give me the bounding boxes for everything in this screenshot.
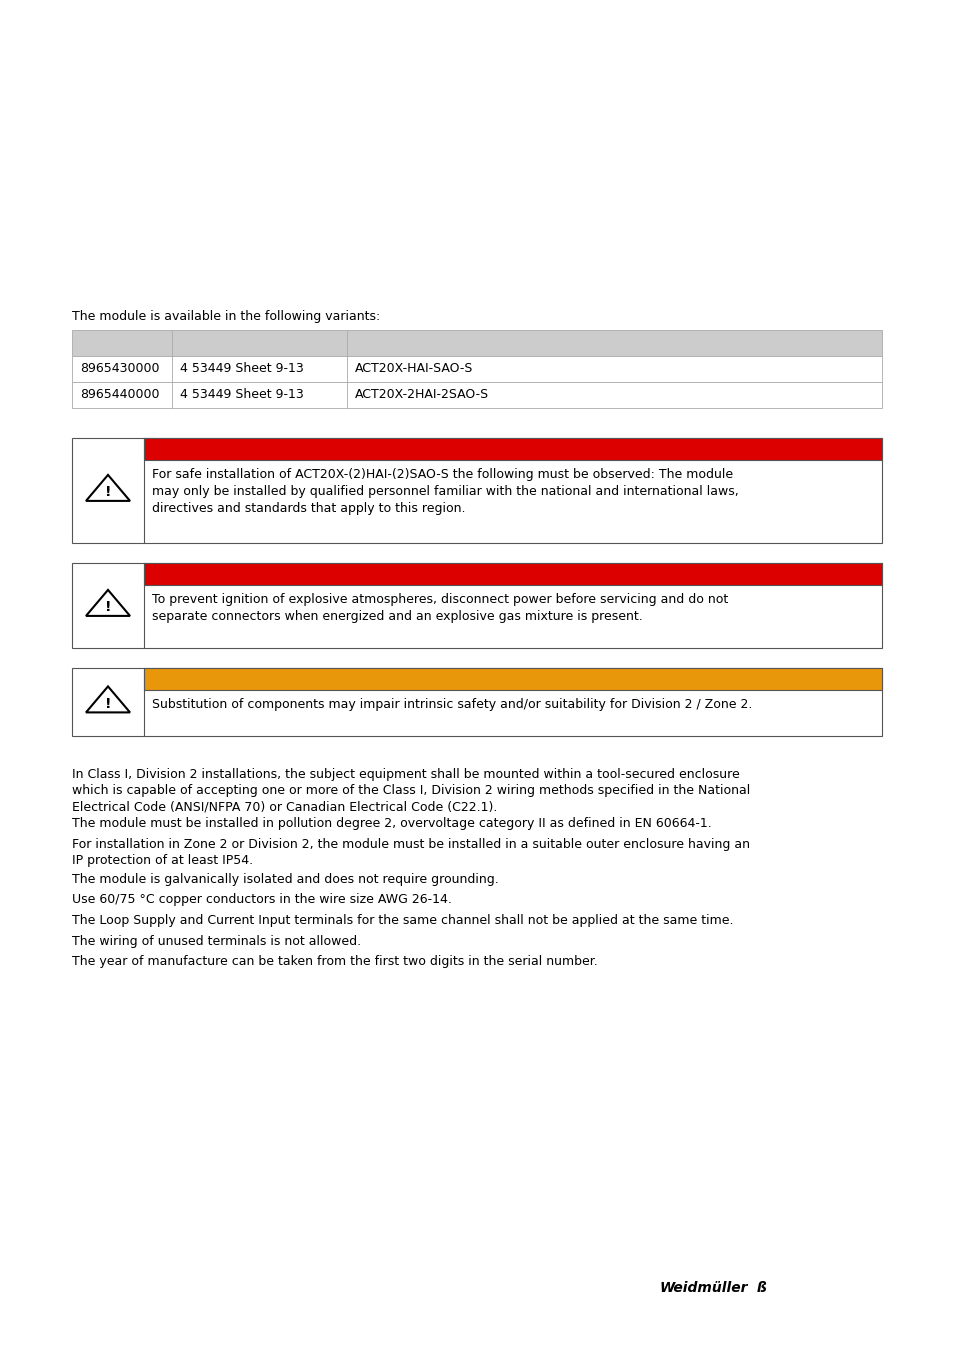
Text: ACT20X-HAI-SAO-S: ACT20X-HAI-SAO-S (355, 363, 473, 375)
Text: 8965430000: 8965430000 (80, 363, 159, 375)
Text: To prevent ignition of explosive atmospheres, disconnect power before servicing : To prevent ignition of explosive atmosph… (152, 593, 727, 622)
Text: The module is galvanically isolated and does not require grounding.: The module is galvanically isolated and … (71, 873, 498, 886)
Polygon shape (86, 686, 130, 713)
Text: Weidmüller: Weidmüller (659, 1281, 748, 1295)
FancyBboxPatch shape (71, 668, 882, 736)
Polygon shape (86, 475, 130, 501)
Polygon shape (86, 590, 130, 616)
Text: The module is available in the following variants:: The module is available in the following… (71, 310, 380, 323)
FancyBboxPatch shape (71, 382, 882, 408)
FancyBboxPatch shape (144, 437, 882, 460)
Text: !: ! (105, 697, 112, 711)
FancyBboxPatch shape (144, 668, 882, 690)
Text: !: ! (105, 601, 112, 614)
Text: The module must be installed in pollution degree 2, overvoltage category II as d: The module must be installed in pollutio… (71, 818, 711, 830)
Text: For installation in Zone 2 or Division 2, the module must be installed in a suit: For installation in Zone 2 or Division 2… (71, 838, 749, 868)
FancyBboxPatch shape (144, 563, 882, 585)
FancyBboxPatch shape (71, 437, 882, 543)
Text: The year of manufacture can be taken from the first two digits in the serial num: The year of manufacture can be taken fro… (71, 954, 598, 968)
Text: ß: ß (751, 1281, 766, 1295)
FancyBboxPatch shape (71, 563, 882, 648)
Text: 8965440000: 8965440000 (80, 389, 159, 401)
Text: ACT20X-2HAI-2SAO-S: ACT20X-2HAI-2SAO-S (355, 389, 489, 401)
Text: The wiring of unused terminals is not allowed.: The wiring of unused terminals is not al… (71, 934, 361, 948)
Text: 4 53449 Sheet 9-13: 4 53449 Sheet 9-13 (180, 363, 303, 375)
Text: Use 60/75 °C copper conductors in the wire size AWG 26-14.: Use 60/75 °C copper conductors in the wi… (71, 894, 452, 906)
FancyBboxPatch shape (71, 356, 882, 382)
Text: Substitution of components may impair intrinsic safety and/or suitability for Di: Substitution of components may impair in… (152, 698, 752, 711)
Text: 4 53449 Sheet 9-13: 4 53449 Sheet 9-13 (180, 389, 303, 401)
FancyBboxPatch shape (71, 329, 882, 356)
Text: The Loop Supply and Current Input terminals for the same channel shall not be ap: The Loop Supply and Current Input termin… (71, 914, 733, 927)
Text: For safe installation of ACT20X-(2)HAI-(2)SAO-S the following must be observed: : For safe installation of ACT20X-(2)HAI-(… (152, 468, 738, 514)
Text: !: ! (105, 486, 112, 500)
Text: In Class I, Division 2 installations, the subject equipment shall be mounted wit: In Class I, Division 2 installations, th… (71, 768, 749, 814)
